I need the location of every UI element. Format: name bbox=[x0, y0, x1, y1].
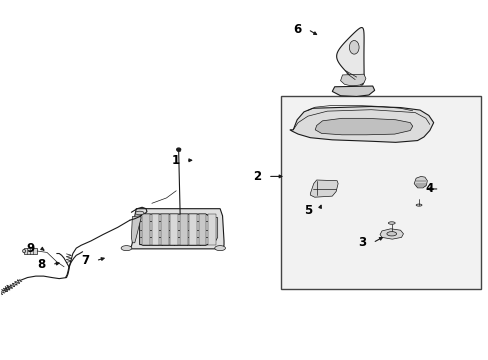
Polygon shape bbox=[140, 214, 209, 245]
Text: 3: 3 bbox=[358, 236, 366, 249]
Text: 4: 4 bbox=[424, 183, 432, 195]
Text: 6: 6 bbox=[293, 23, 301, 36]
Bar bbox=[207, 214, 215, 244]
Polygon shape bbox=[336, 28, 364, 85]
Polygon shape bbox=[340, 74, 365, 86]
Ellipse shape bbox=[348, 41, 358, 54]
Bar bbox=[180, 214, 187, 244]
Ellipse shape bbox=[214, 246, 225, 251]
Circle shape bbox=[176, 148, 180, 151]
Ellipse shape bbox=[415, 204, 421, 206]
Polygon shape bbox=[131, 216, 141, 243]
Polygon shape bbox=[125, 209, 224, 249]
Ellipse shape bbox=[22, 249, 25, 253]
Text: 2: 2 bbox=[253, 170, 261, 183]
Polygon shape bbox=[315, 118, 412, 135]
Ellipse shape bbox=[387, 222, 394, 224]
Bar bbox=[151, 214, 159, 244]
Bar bbox=[161, 214, 168, 244]
Bar bbox=[198, 214, 206, 244]
Ellipse shape bbox=[135, 211, 144, 215]
Bar bbox=[189, 214, 197, 244]
Polygon shape bbox=[289, 107, 433, 142]
Polygon shape bbox=[209, 216, 217, 243]
Polygon shape bbox=[379, 229, 403, 239]
Text: 8: 8 bbox=[37, 258, 45, 271]
Polygon shape bbox=[413, 176, 427, 188]
Text: 5: 5 bbox=[304, 204, 312, 217]
Text: 1: 1 bbox=[171, 154, 179, 167]
Bar bbox=[281, 96, 480, 289]
Bar bbox=[142, 214, 150, 244]
Polygon shape bbox=[331, 86, 374, 96]
Polygon shape bbox=[310, 180, 337, 197]
Bar bbox=[170, 214, 178, 244]
Ellipse shape bbox=[121, 246, 132, 251]
Text: 7: 7 bbox=[81, 254, 89, 267]
Polygon shape bbox=[24, 248, 37, 253]
Text: 9: 9 bbox=[26, 242, 35, 255]
Ellipse shape bbox=[386, 231, 396, 236]
